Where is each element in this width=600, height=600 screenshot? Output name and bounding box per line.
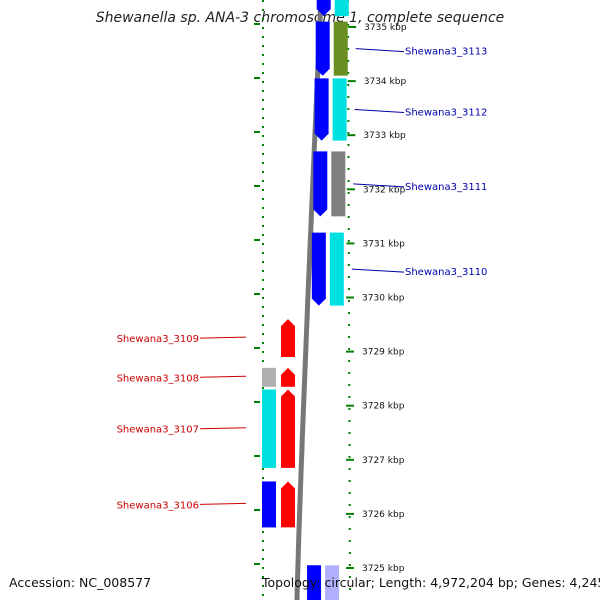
gene-label: Shewana3_3106: [117, 500, 199, 511]
label-leader: [355, 48, 405, 53]
cog-block: [325, 565, 340, 600]
reverse-gene-arrow: [313, 151, 328, 217]
tick-label: 3728 kbp: [362, 402, 405, 412]
reverse-gene-arrow: [315, 21, 330, 76]
gene-label: Shewana3_3110: [405, 267, 487, 278]
topology-summary: Topology: circular; Length: 4,972,204 bp…: [262, 575, 600, 590]
forward-gene-arrow: [281, 319, 295, 358]
cog-block: [334, 0, 349, 17]
tick-label: 3734 kbp: [364, 77, 407, 87]
reverse-gene-arrow: [316, 0, 331, 17]
tick-label: 3735 kbp: [364, 23, 407, 33]
tick-label: 3727 kbp: [362, 456, 405, 466]
cog-block: [333, 21, 348, 76]
cog-block: [332, 78, 347, 141]
reverse-gene-arrow: [311, 232, 326, 306]
tick-label: 3732 kbp: [363, 185, 406, 195]
cog-block: [329, 232, 344, 306]
cog-block: [262, 481, 276, 528]
forward-gene-arrow: [281, 481, 295, 528]
gene-label: Shewana3_3109: [117, 334, 199, 345]
tick-label: 3731 kbp: [362, 239, 405, 249]
label-leader: [199, 427, 247, 430]
accession-text: Accession: NC_008577: [9, 575, 152, 590]
forward-gene-arrow: [281, 389, 295, 468]
gene-label: Shewana3_3113: [405, 47, 487, 58]
tick-label: 3726 kbp: [362, 510, 405, 520]
chart-title: Shewanella sp. ANA-3 chromosome 1, compl…: [95, 10, 505, 26]
reverse-gene-arrow: [307, 565, 322, 600]
label-leader: [199, 375, 247, 378]
cog-block: [262, 389, 276, 468]
dotted-guide-right: [347, 0, 351, 600]
gene-label: Shewana3_3112: [405, 108, 487, 119]
forward-gene-arrow: [281, 367, 295, 387]
gene-label: Shewana3_3108: [117, 373, 199, 384]
label-leader: [353, 183, 405, 188]
cog-block: [331, 151, 346, 217]
tick-label: 3730 kbp: [362, 294, 405, 304]
gene-label: Shewana3_3107: [117, 425, 199, 436]
tick-label: 3725 kbp: [362, 564, 405, 574]
label-leader: [351, 268, 405, 273]
tick-label: 3733 kbp: [363, 131, 406, 141]
label-leader: [199, 336, 247, 339]
gene-label: Shewana3_3111: [405, 182, 487, 193]
label-leader: [354, 109, 405, 114]
cog-block: [262, 367, 276, 387]
reverse-gene-arrow: [314, 78, 329, 141]
label-leader: [199, 502, 247, 505]
tick-label: 3729 kbp: [362, 348, 405, 358]
